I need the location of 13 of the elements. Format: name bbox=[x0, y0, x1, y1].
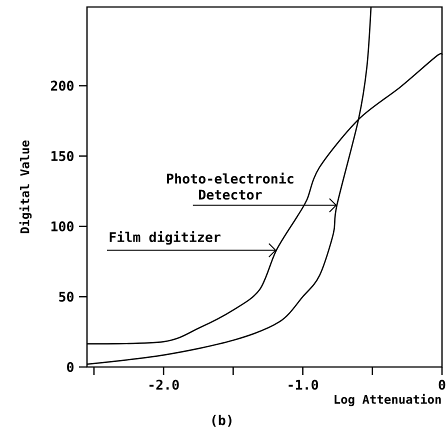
annotation: Photo-electronic Detector bbox=[167, 172, 294, 200]
y-tick-label: 100 bbox=[51, 221, 74, 232]
annotation: Film digitizer bbox=[110, 231, 220, 245]
y-tick-label: 200 bbox=[50, 80, 74, 91]
y-tick-label: 50 bbox=[59, 292, 74, 302]
x-tick-label: 0 bbox=[438, 380, 446, 390]
y-tick-label: 150 bbox=[51, 150, 74, 162]
y-axis-title: Digital Value bbox=[19, 140, 32, 234]
x-axis-title: Log Attenuation bbox=[334, 394, 441, 406]
x-tick-label: -1.0 bbox=[288, 380, 318, 390]
text: (b) bbox=[212, 414, 232, 427]
y-tick-label: 0 bbox=[67, 362, 74, 372]
x-tick-label: -2.0 bbox=[149, 380, 179, 390]
